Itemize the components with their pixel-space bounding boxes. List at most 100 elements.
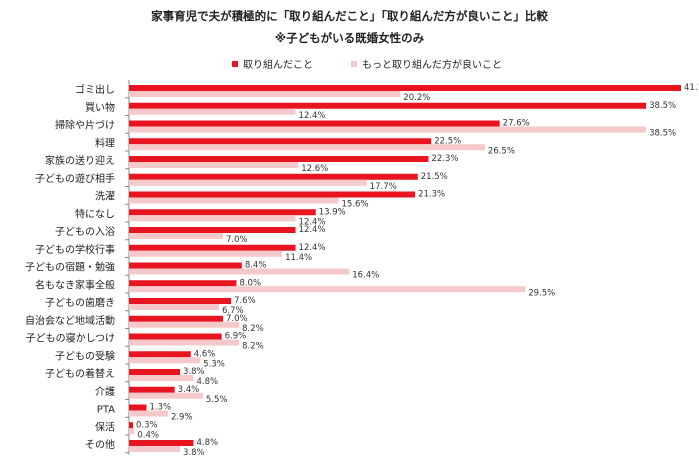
legend-item-series1: 取り組んだこと bbox=[232, 56, 313, 71]
data-label-series2: 12.4% bbox=[299, 111, 326, 121]
bar-series1 bbox=[129, 404, 147, 411]
bar-series1 bbox=[129, 422, 134, 429]
data-label-series2: 26.5% bbox=[488, 146, 515, 156]
bar-series2 bbox=[129, 357, 201, 364]
data-label-series2: 7.0% bbox=[226, 235, 248, 245]
data-label-series1: 21.5% bbox=[421, 172, 448, 182]
category-label: ゴミ出し bbox=[75, 83, 115, 96]
bar-series1 bbox=[129, 333, 222, 340]
category-label: 掃除や片づけ bbox=[55, 119, 115, 132]
data-label-series2: 8.2% bbox=[242, 324, 264, 334]
category-label: 洗濯 bbox=[95, 191, 115, 203]
data-label-series2: 2.9% bbox=[171, 413, 193, 423]
data-label-series2: 38.5% bbox=[649, 129, 676, 139]
category-label: 子どもの歯磨き bbox=[45, 296, 115, 309]
data-label-series2: 4.8% bbox=[196, 377, 218, 387]
chart-subtitle: ※子どもがいる既婚女性のみ bbox=[274, 31, 425, 45]
bar-series1 bbox=[129, 120, 500, 127]
bar-series2 bbox=[129, 162, 299, 168]
data-label-series2: 11.4% bbox=[285, 253, 312, 263]
bar-series2 bbox=[129, 304, 219, 310]
category-label: 子どもの遊び相手 bbox=[35, 172, 115, 185]
data-label-series2: 20.2% bbox=[403, 93, 430, 103]
data-label-series1: 22.3% bbox=[432, 154, 459, 164]
bar-series2 bbox=[129, 286, 526, 293]
bar-series2 bbox=[129, 375, 194, 381]
data-label-series1: 1.3% bbox=[149, 403, 171, 413]
category-label: 自治会など地域活動 bbox=[25, 314, 115, 327]
category-label: 保活 bbox=[95, 420, 115, 433]
data-label-series1: 38.5% bbox=[649, 101, 676, 111]
data-label-series1: 3.8% bbox=[183, 367, 205, 377]
data-label-series1: 7.6% bbox=[234, 296, 256, 306]
bar-series2 bbox=[129, 446, 181, 452]
category-label: その他 bbox=[85, 438, 115, 451]
legend-label-series2: もっと取り組んだ方が良いこと bbox=[362, 60, 502, 71]
bar-series1 bbox=[129, 244, 296, 251]
data-label-series2: 5.3% bbox=[203, 359, 225, 369]
data-label-series1: 7.0% bbox=[226, 314, 248, 324]
bar-series2 bbox=[129, 321, 240, 328]
bar-series1 bbox=[129, 386, 175, 393]
bar-series2 bbox=[129, 179, 367, 186]
bar-series1 bbox=[129, 209, 316, 216]
data-label-series1: 21.3% bbox=[418, 190, 445, 200]
legend-swatch-series1 bbox=[232, 60, 238, 67]
bar-series1 bbox=[129, 102, 647, 109]
legend: 取り組んだこと もっと取り組んだ方が良いこと bbox=[232, 56, 502, 71]
category-label: 買い物 bbox=[85, 101, 115, 114]
data-label-series1: 13.9% bbox=[319, 207, 346, 217]
bar-series2 bbox=[129, 197, 339, 204]
bar-series1 bbox=[129, 85, 681, 91]
data-label-series2: 17.7% bbox=[370, 182, 397, 192]
data-label-series2: 5.5% bbox=[206, 395, 228, 405]
bar-series1 bbox=[129, 315, 224, 322]
category-label: 介護 bbox=[95, 385, 115, 398]
legend-label-series1: 取り組んだこと bbox=[243, 60, 313, 71]
data-label-series2: 29.5% bbox=[528, 288, 555, 298]
bar-series2 bbox=[129, 126, 647, 133]
category-label: 料理 bbox=[95, 136, 115, 149]
data-label-series1: 12.4% bbox=[299, 225, 326, 235]
bar-series2 bbox=[129, 91, 401, 97]
bar-series1 bbox=[129, 173, 418, 180]
bar-series2 bbox=[129, 108, 296, 115]
data-label-series1: 3.4% bbox=[178, 385, 200, 395]
category-label: 子どもの入浴 bbox=[55, 226, 115, 238]
category-label: 特になし bbox=[75, 208, 115, 220]
bar-series1 bbox=[129, 156, 429, 162]
bar-series2 bbox=[129, 250, 283, 257]
data-label-series2: 12.4% bbox=[299, 217, 326, 227]
bar-series1 bbox=[129, 227, 296, 233]
bar-series1 bbox=[129, 262, 242, 269]
bar-series2 bbox=[129, 268, 350, 275]
category-label: 子どもの学校行事 bbox=[35, 243, 115, 256]
data-label-series1: 4.8% bbox=[196, 438, 218, 448]
bar-series2 bbox=[129, 215, 296, 222]
bar-series1 bbox=[129, 191, 416, 198]
category-label: 子どもの寝かしつけ bbox=[26, 332, 115, 345]
category-label: 子どもの着替え bbox=[45, 367, 115, 380]
bar-series2 bbox=[129, 428, 135, 435]
bar-series2 bbox=[129, 233, 224, 239]
data-label-series1: 12.4% bbox=[299, 243, 326, 253]
data-label-series1: 8.4% bbox=[245, 261, 267, 271]
data-label-series2: 8.2% bbox=[242, 342, 264, 352]
data-label-series2: 3.8% bbox=[183, 448, 205, 458]
data-label-series1: 8.0% bbox=[239, 278, 261, 288]
data-label-series1: 4.6% bbox=[194, 349, 216, 359]
data-label-series2: 12.6% bbox=[301, 164, 328, 174]
data-label-series2: 0.4% bbox=[137, 430, 159, 440]
legend-swatch-series2 bbox=[351, 60, 357, 67]
category-label: PTA bbox=[97, 405, 115, 416]
chart-title: 家事育児で夫が積極的に「取り組んだこと」「取り組んだ方が良いこと」比較 bbox=[151, 9, 548, 23]
data-label-series1: 41.1% bbox=[684, 83, 699, 93]
bar-series2 bbox=[129, 410, 168, 417]
legend-item-series2: もっと取り組んだ方が良いこと bbox=[351, 56, 502, 71]
bar-series1 bbox=[129, 280, 237, 287]
bar-series2 bbox=[129, 339, 240, 346]
data-label-series1: 6.9% bbox=[225, 332, 247, 342]
bar-series1 bbox=[129, 369, 181, 375]
category-label: 名もなき家事全般 bbox=[35, 278, 115, 291]
